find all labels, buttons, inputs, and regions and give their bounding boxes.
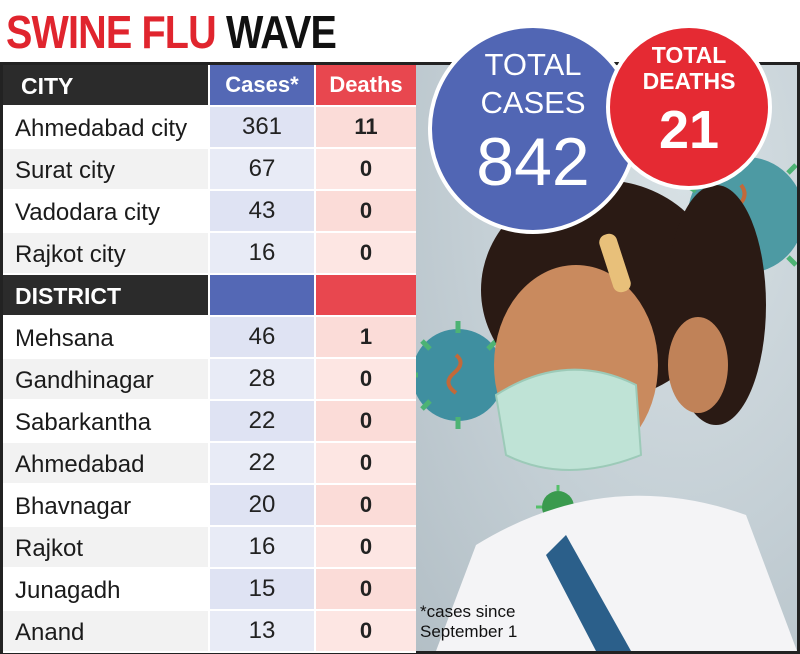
total-cases-badge: TOTAL CASES 842 bbox=[428, 24, 638, 234]
cases-column-header: Cases* bbox=[225, 72, 299, 97]
child-with-mask-photo bbox=[416, 65, 797, 651]
total-cases-value: 842 bbox=[476, 124, 590, 200]
table-row: Vadodara city 43 0 bbox=[3, 191, 416, 233]
row-cases: 361 bbox=[241, 113, 283, 140]
table-row: Rajkot city 16 0 bbox=[3, 233, 416, 275]
district-header-row: DISTRICT bbox=[3, 275, 416, 317]
row-name: Ahmedabad city bbox=[15, 115, 188, 142]
footnote-line1: *cases since bbox=[420, 602, 516, 621]
table-row: Gandhinagar 28 0 bbox=[3, 359, 416, 401]
district-group-header: DISTRICT bbox=[15, 283, 122, 309]
deaths-column-header: Deaths bbox=[329, 72, 403, 97]
row-deaths: 0 bbox=[359, 366, 373, 391]
table-row: Sabarkantha 22 0 bbox=[3, 401, 416, 443]
row-name: Junagadh bbox=[15, 577, 121, 604]
city-group-header: CITY bbox=[21, 73, 74, 99]
row-cases: 22 bbox=[248, 449, 276, 476]
row-deaths: 0 bbox=[359, 240, 373, 265]
table-row: Junagadh 15 0 bbox=[3, 569, 416, 611]
row-name: Mehsana bbox=[15, 325, 114, 352]
row-cases: 46 bbox=[248, 323, 276, 350]
table-header-row: CITY Cases* Deaths bbox=[3, 65, 416, 107]
row-name: Sabarkantha bbox=[15, 409, 152, 436]
row-cases: 15 bbox=[248, 575, 276, 602]
row-name: Rajkot city bbox=[15, 241, 126, 268]
row-deaths: 0 bbox=[359, 450, 373, 475]
total-deaths-label-line1: TOTAL bbox=[651, 42, 727, 68]
total-cases-label-line2: CASES bbox=[480, 85, 586, 120]
table-row: Rajkot 16 0 bbox=[3, 527, 416, 569]
row-deaths: 1 bbox=[359, 324, 373, 349]
row-cases: 16 bbox=[248, 533, 276, 560]
row-cases: 67 bbox=[248, 155, 276, 182]
total-cases-label-line1: TOTAL bbox=[484, 47, 582, 82]
row-deaths: 0 bbox=[359, 408, 373, 433]
cases-table: CITY Cases* Deaths Ahmedabad city 361 11… bbox=[3, 65, 416, 653]
photo-illustration bbox=[416, 145, 797, 651]
footnote: *cases since September 1 bbox=[420, 602, 517, 642]
row-name: Surat city bbox=[15, 157, 116, 184]
total-deaths-label-line2: DEATHS bbox=[642, 68, 736, 94]
row-deaths: 0 bbox=[359, 156, 373, 181]
infographic-title: SWINE FLU WAVE bbox=[6, 4, 337, 60]
table-row: Bhavnagar 20 0 bbox=[3, 485, 416, 527]
row-deaths: 11 bbox=[354, 114, 378, 139]
table-row: Anand 13 0 bbox=[3, 611, 416, 653]
row-cases: 43 bbox=[248, 197, 276, 224]
row-name: Ahmedabad bbox=[15, 451, 145, 478]
row-deaths: 0 bbox=[359, 198, 373, 223]
row-cases: 16 bbox=[248, 239, 276, 266]
row-name: Bhavnagar bbox=[15, 493, 132, 520]
row-deaths: 0 bbox=[359, 492, 373, 517]
table-row: Surat city 67 0 bbox=[3, 149, 416, 191]
row-cases: 22 bbox=[248, 407, 276, 434]
table-row: Ahmedabad 22 0 bbox=[3, 443, 416, 485]
title-part-red: SWINE FLU bbox=[6, 6, 217, 58]
virus-icon bbox=[416, 321, 504, 429]
row-cases: 28 bbox=[248, 365, 276, 392]
row-name: Gandhinagar bbox=[15, 367, 154, 394]
row-name: Vadodara city bbox=[15, 199, 160, 226]
table-row: Ahmedabad city 361 11 bbox=[3, 107, 416, 149]
total-deaths-value: 21 bbox=[658, 100, 720, 160]
footnote-line2: September 1 bbox=[420, 622, 518, 641]
row-deaths: 0 bbox=[359, 534, 373, 559]
total-deaths-badge: TOTAL DEATHS 21 bbox=[606, 24, 772, 190]
table-row: Mehsana 46 1 bbox=[3, 317, 416, 359]
row-deaths: 0 bbox=[359, 618, 373, 643]
title-part-black: WAVE bbox=[225, 6, 337, 58]
row-name: Anand bbox=[15, 619, 85, 646]
row-cases: 13 bbox=[248, 617, 276, 644]
row-name: Rajkot bbox=[15, 535, 84, 562]
row-deaths: 0 bbox=[359, 576, 373, 601]
row-cases: 20 bbox=[248, 491, 276, 518]
